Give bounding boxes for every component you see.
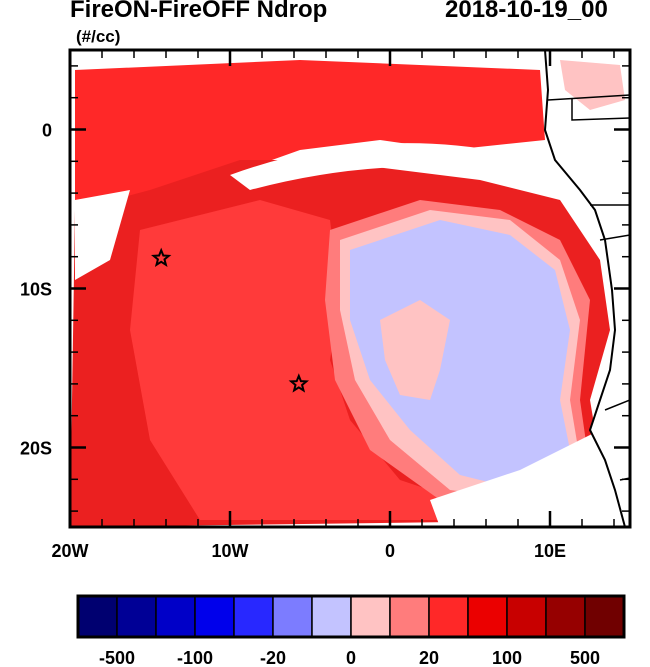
colorbar-box bbox=[389, 595, 430, 638]
y-tick-label: 20S bbox=[20, 439, 52, 459]
region-red-north bbox=[75, 60, 545, 210]
colorbar-box bbox=[545, 595, 586, 638]
colorbar-label: 500 bbox=[570, 648, 600, 667]
colorbar-box bbox=[116, 595, 157, 638]
region-red-core bbox=[130, 200, 460, 520]
x-tick-label: 20W bbox=[51, 541, 88, 561]
colorbar-box bbox=[272, 595, 313, 638]
land-cloud-patch bbox=[560, 60, 625, 110]
colorbar-label: 20 bbox=[419, 648, 439, 667]
region-light-blue bbox=[350, 220, 570, 490]
colorbar-box bbox=[350, 595, 391, 638]
clear-sky-west bbox=[75, 190, 130, 280]
colorbar-box bbox=[194, 595, 235, 638]
y-tick-label: 0 bbox=[42, 121, 52, 141]
x-tick-label: 10W bbox=[211, 541, 248, 561]
x-tick-label: 0 bbox=[385, 541, 395, 561]
colorbar: -500 -100 -20 0 20 100 500 bbox=[76, 594, 626, 667]
clear-sky-band bbox=[230, 143, 540, 190]
y-tick-label: 10S bbox=[20, 280, 52, 300]
clear-sky-south bbox=[430, 430, 630, 527]
ndrop-field bbox=[70, 50, 630, 527]
axis-ticks: 20W 10W 0 10E 0 10S 20S bbox=[20, 50, 630, 561]
country-borders bbox=[547, 94, 630, 481]
region-pink-inner bbox=[380, 300, 450, 400]
star-marker bbox=[151, 247, 172, 268]
colorbar-box bbox=[428, 595, 469, 638]
colorbar-box bbox=[155, 595, 196, 638]
colorbar-frame bbox=[76, 594, 626, 639]
units-label: (#/cc) bbox=[76, 27, 121, 46]
colorbar-box bbox=[233, 595, 274, 638]
map-title: FireON-FireOFF Ndrop bbox=[70, 0, 328, 23]
colorbar-box bbox=[77, 595, 118, 638]
colorbar-box bbox=[506, 595, 547, 638]
colorbar-label: -500 bbox=[99, 648, 135, 667]
x-tick-label: 10E bbox=[534, 541, 566, 561]
map-date: 2018-10-19_00 bbox=[445, 0, 608, 23]
colorbar-label: -100 bbox=[177, 648, 213, 667]
colorbar-label: 100 bbox=[492, 648, 522, 667]
colorbar-box bbox=[467, 595, 508, 638]
star-markers bbox=[151, 247, 309, 393]
colorbar-label: -20 bbox=[260, 648, 286, 667]
coastline bbox=[543, 50, 626, 527]
colorbar-label: 0 bbox=[346, 648, 356, 667]
star-marker bbox=[288, 373, 309, 393]
colorbar-box bbox=[584, 595, 625, 638]
colorbar-box bbox=[311, 595, 352, 638]
